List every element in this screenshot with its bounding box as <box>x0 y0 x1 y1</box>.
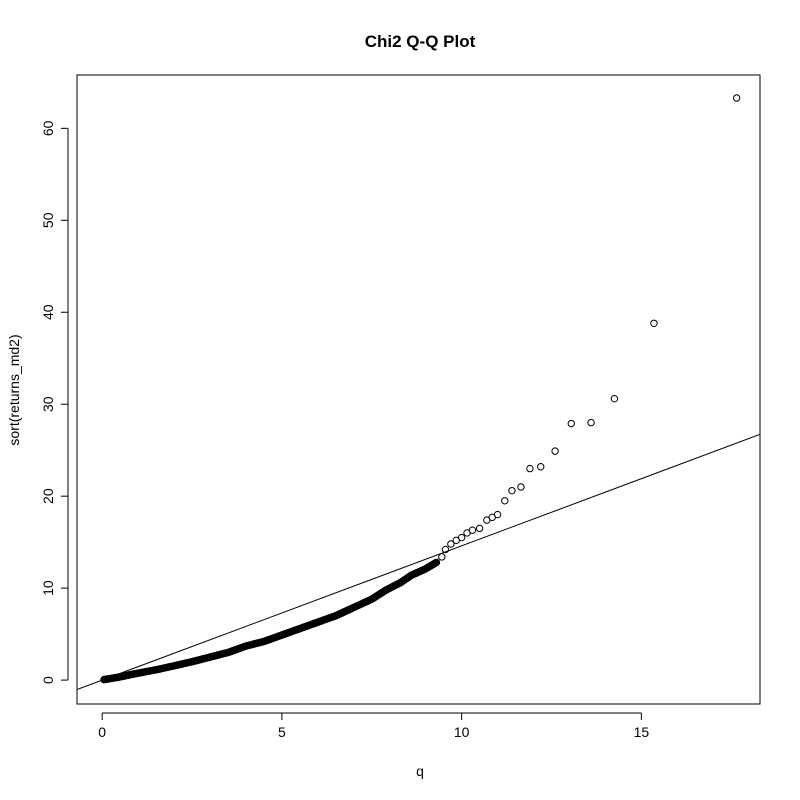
x-axis-label: q <box>416 763 424 779</box>
data-point <box>493 510 502 519</box>
data-point <box>457 533 466 542</box>
y-tick-label: 10 <box>40 580 56 596</box>
data-point <box>475 524 484 533</box>
data-point <box>610 394 619 403</box>
x-tick-label: 15 <box>634 724 650 740</box>
data-point <box>551 447 559 455</box>
y-tick-label: 60 <box>40 120 56 136</box>
y-axis-label: sort(returns_md2) <box>6 334 22 445</box>
data-point <box>732 94 741 102</box>
y-tick-label: 40 <box>40 304 56 320</box>
plot-frame <box>76 74 761 705</box>
data-point <box>501 497 509 505</box>
y-tick-label: 50 <box>40 212 56 228</box>
x-tick-label: 0 <box>98 724 106 740</box>
data-point <box>537 463 545 471</box>
data-point <box>447 540 455 548</box>
chart-title: Chi2 Q-Q Plot <box>365 32 476 51</box>
data-point <box>587 418 595 427</box>
x-tick-label: 10 <box>454 724 470 740</box>
data-point <box>468 526 477 534</box>
data-point <box>567 419 575 428</box>
y-tick-label: 20 <box>40 488 56 504</box>
data-point <box>508 486 516 495</box>
x-tick-label: 5 <box>278 724 286 740</box>
data-point <box>526 464 534 473</box>
data-point <box>441 545 450 554</box>
reference-line <box>77 433 760 690</box>
plot-marks: 0 5 10 15 0 10 20 30 40 50 60 <box>40 94 760 740</box>
data-point <box>438 553 446 561</box>
y-tick-label: 30 <box>40 396 56 412</box>
data-point <box>650 319 658 327</box>
y-tick-label: 0 <box>40 676 56 684</box>
data-point <box>517 483 525 491</box>
data-point <box>432 558 441 567</box>
